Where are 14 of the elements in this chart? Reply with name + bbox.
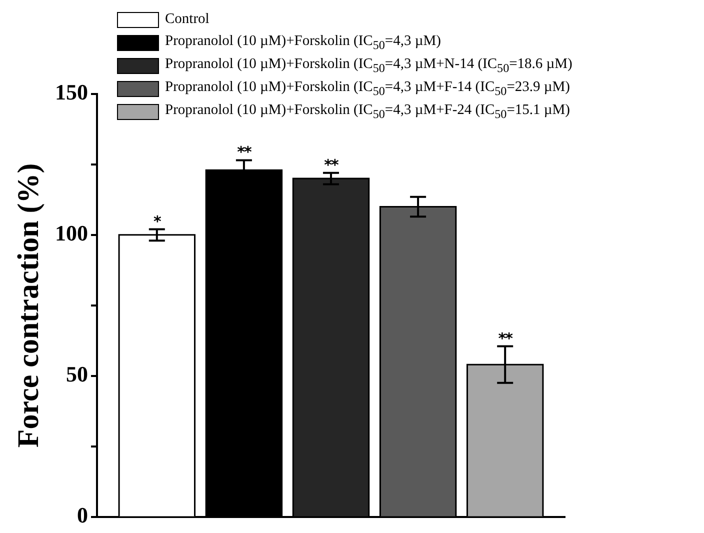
data-label: ** <box>324 156 339 174</box>
y-tick-label: 100 <box>55 220 88 246</box>
data-label: ** <box>237 143 252 162</box>
y-axis-title: Force contraction (%) <box>12 163 45 448</box>
legend-label: Propranolol (10 µM)+Forskolin (IC$_{50}$=4,3 µM) <box>165 32 441 52</box>
data-label: ** <box>498 329 514 348</box>
y-tick-label: 150 <box>55 80 88 105</box>
legend-label: Propranolol (10 µM)+Forskolin (IC$_{50}$=4,3 µM+F-14 (IC$_{50}$=23.9 µM) <box>165 78 570 98</box>
legend-label: Propranolol (10 µM)+Forskolin (IC$_{50}$=4,3 µM+F-24 (IC$_{50}$=15.1 µM) <box>165 102 570 122</box>
y-tick-label: 0 <box>77 502 88 528</box>
legend-label: Propranolol (10 µM)+Forskolin (IC$_{50}$=4,3 µM+N-14 (IC$_{50}$=18.6 µM) <box>165 56 572 76</box>
data-label: * <box>153 212 162 230</box>
legend-label: Control <box>165 11 210 28</box>
y-tick-label: 50 <box>66 362 88 387</box>
